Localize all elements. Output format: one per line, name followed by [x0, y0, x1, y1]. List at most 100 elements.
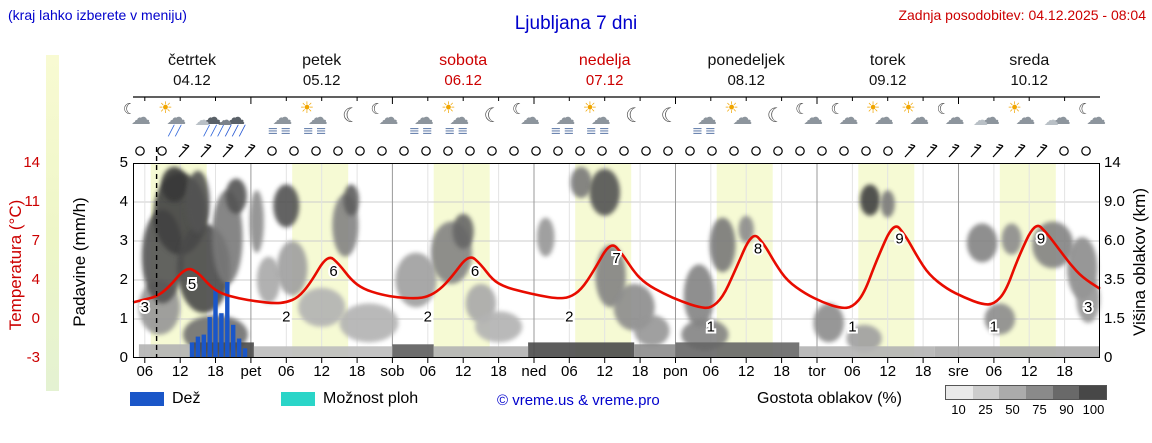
- day-name: petek: [302, 52, 342, 69]
- day-header-torek: torek 09.12: [818, 52, 958, 89]
- cloud-icon: ☁ ☁: [972, 100, 1006, 142]
- sun-glyph: ☀: [901, 98, 916, 117]
- day-name: sreda: [1009, 52, 1050, 69]
- hour-tick-label: 18: [914, 363, 932, 380]
- svg-text:6: 6: [329, 263, 337, 280]
- hour-tick-label: 18: [773, 363, 790, 380]
- moonBig-glyph: ☾: [660, 103, 679, 127]
- hour-tick-label: 12: [879, 363, 897, 380]
- day-header-petek: petek 05.12: [252, 52, 392, 89]
- precip-axis-label: 5: [119, 154, 128, 171]
- fog-glyph: ≡≡: [267, 124, 294, 139]
- cloud1-glyph: ☁: [944, 105, 965, 129]
- cloud1-glyph: ☁: [909, 105, 930, 129]
- day-date: 06.12: [444, 72, 482, 89]
- density-tick-label: 10: [951, 402, 966, 417]
- showers-legend-label: Možnost ploh: [323, 390, 419, 407]
- density-scale-segment: [972, 386, 1000, 399]
- cloud1-glyph: ☁: [1050, 105, 1071, 129]
- temp-axis-label: 0: [31, 310, 40, 327]
- precipitation-axis-title: Padavine (mm/h): [70, 197, 89, 327]
- temp-axis-label: -3: [26, 349, 40, 366]
- fog-glyph: ≡≡: [444, 124, 471, 139]
- temp-axis-label: 7: [31, 232, 40, 249]
- temp-axis-label: 4: [31, 271, 40, 288]
- moon-glyph: ☾: [795, 100, 809, 118]
- cloud-axis-label: 9.0: [1104, 193, 1125, 210]
- weather-icons-row: ☾ ☁ ☀ ☁ ╱╱ ☁ ☁ ╱╱╱ ☁ ☁ ╱╱╱ ☁ ≡≡ ☀ ☁ ≡≡ ☾ ☾ ☁ ☁ ≡≡ ☀ ☁ ≡≡ ☾ ☾ ☁ ☁ ≡≡ ☀…: [123, 98, 1106, 144]
- cloud1-glyph: ☁: [166, 105, 187, 129]
- hour-tick-label: 12: [454, 363, 472, 380]
- cloud1-glyph: ☁: [130, 105, 151, 129]
- day-date: 09.12: [868, 72, 907, 89]
- sun-glyph: ☀: [1007, 98, 1022, 117]
- fog-sun-icon: ☀ ☁ ≡≡: [583, 100, 617, 142]
- day-header-četrtek: četrtek 04.12: [122, 52, 262, 89]
- fog-icon: ☁ ≡≡: [406, 100, 440, 142]
- cloud2-glyph: ☁: [972, 111, 988, 129]
- svg-text:7: 7: [612, 250, 620, 267]
- moon-icon: ☾: [335, 100, 369, 142]
- density-scale-segment: [1079, 386, 1107, 399]
- hour-tick-label: 06: [844, 363, 861, 380]
- day-header-nedelja: nedelja 07.12: [535, 52, 675, 89]
- sun-glyph: ☀: [441, 98, 456, 117]
- fog-glyph: ≡≡: [691, 124, 718, 139]
- copyright-link[interactable]: © vreme.us & vreme.pro: [497, 392, 660, 409]
- day-date: 10.12: [1010, 72, 1048, 89]
- hour-tick-label: 18: [1056, 363, 1073, 380]
- location-menu-hint[interactable]: (kraj lahko izberete v meniju): [8, 7, 187, 23]
- sun-glyph: ☀: [299, 98, 315, 117]
- cloud1-glyph: ☁: [590, 105, 611, 129]
- hour-tick-label: 12: [1020, 363, 1038, 380]
- sun-cloud-icon: ☀ ☁: [866, 100, 900, 142]
- svg-text:1: 1: [707, 318, 715, 335]
- cloud1-glyph: ☁: [732, 105, 753, 129]
- cloud-icon: ☁ ☁: [1043, 100, 1077, 142]
- temp-axis-label: 11: [24, 193, 40, 210]
- cloud2-glyph: ☁: [194, 111, 210, 129]
- day-tick-label: pet: [240, 363, 262, 380]
- temperature-color-strip: [46, 55, 59, 391]
- rain-glyph: ╱╱: [168, 126, 183, 137]
- moon-icon: ☾: [654, 100, 688, 142]
- rainD-glyph: ╱╱╱: [225, 126, 247, 137]
- precip-axis-label: 0: [119, 349, 128, 366]
- day-date: 07.12: [585, 72, 624, 89]
- day-name: nedelja: [578, 52, 631, 69]
- hour-tick-label: 06: [702, 363, 720, 380]
- cloud1-glyph: ☁: [378, 105, 399, 129]
- moon-glyph: ☾: [936, 100, 951, 118]
- precip-axis-label: 4: [119, 193, 128, 210]
- svg-text:2: 2: [424, 309, 432, 326]
- svg-text:2: 2: [565, 309, 573, 326]
- hour-tick-label: 06: [277, 363, 295, 380]
- moon-glyph: ☾: [512, 100, 526, 118]
- fog-glyph: ≡≡: [302, 124, 329, 139]
- cloud-axis-label: 14: [1104, 154, 1121, 171]
- top-ruler: [133, 96, 1100, 104]
- rain-glyph: ╱╱╱: [203, 126, 225, 137]
- hour-tick-label: 06: [985, 363, 1003, 380]
- density-scale-segment: [1026, 386, 1053, 399]
- cloud1-glyph: ☁: [873, 105, 894, 129]
- fog-sun-icon: ☀ ☁ ≡≡: [300, 100, 334, 142]
- moon-cloud-icon: ☾ ☁: [371, 100, 405, 142]
- sun-cloud-icon: ☀ ☁: [724, 100, 758, 142]
- moon-icon: ☾: [618, 100, 652, 142]
- last-update-timestamp: Zadnja posodobitev: 04.12.2025 - 08:04: [898, 7, 1146, 23]
- moon-glyph: ☾: [122, 100, 137, 118]
- density-tick-label: 25: [978, 402, 993, 417]
- hour-tick-label: 18: [631, 363, 649, 380]
- precip-axis-label: 3: [119, 232, 128, 249]
- cloud1-glyph: ☁: [555, 105, 576, 129]
- svg-text:3: 3: [141, 299, 149, 316]
- moon-glyph: ☾: [830, 100, 844, 118]
- moon-cloud-icon: ☾ ☁: [795, 100, 829, 142]
- svg-text:8: 8: [754, 240, 762, 257]
- rain-icon: ☁ ☁ ╱╱╱: [194, 100, 228, 142]
- hour-tick-label: 12: [313, 363, 331, 380]
- moon-cloud-icon: ☾ ☁: [830, 100, 864, 142]
- fog-icon: ☁ ≡≡: [264, 100, 298, 142]
